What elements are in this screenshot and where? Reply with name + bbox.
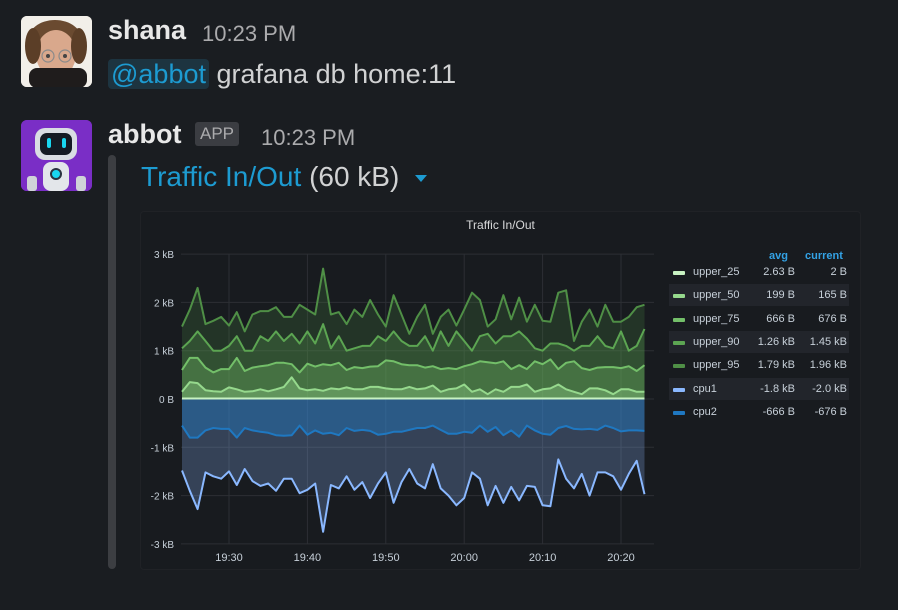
svg-text:1 kB: 1 kB	[154, 347, 174, 358]
series-current: 1.96 kB	[809, 359, 847, 372]
series-name[interactable]: cpu2	[693, 405, 717, 418]
series-color-swatch	[673, 317, 685, 322]
author-name[interactable]: abbot	[108, 119, 182, 149]
attachment-size: (60 kB)	[309, 161, 400, 192]
series-current: 2 B	[830, 266, 847, 278]
traffic-chart: 3 kB 2 kB 1 kB 0 B -1 kB -2 kB -3 kB 19:30 19:40…	[151, 250, 654, 564]
avatar-shana[interactable]	[21, 16, 92, 87]
attachment-link[interactable]: Traffic In/Out	[141, 161, 302, 192]
legend-header-current[interactable]: current	[805, 250, 843, 262]
series-name[interactable]: upper_95	[693, 359, 740, 372]
message-timestamp[interactable]: 10:23 PM	[202, 21, 297, 46]
avatar-abbot[interactable]	[21, 120, 92, 191]
attachment-bar	[108, 155, 116, 569]
series-name[interactable]: cpu1	[693, 382, 717, 395]
svg-text:2 kB: 2 kB	[154, 298, 174, 309]
series-color-swatch	[673, 271, 685, 275]
series-avg: 2.63 B	[763, 266, 795, 278]
legend-row-cpu2[interactable]: cpu2 -666 B -676 B	[669, 401, 849, 423]
series-name[interactable]: upper_90	[693, 335, 740, 348]
caret-down-icon[interactable]	[415, 175, 428, 183]
robot-icon	[21, 120, 92, 191]
attachment-title: Traffic In/Out (60 kB)	[141, 161, 428, 193]
series-name[interactable]: upper_75	[693, 312, 740, 325]
message-text: @abbot grafana db home:11	[108, 59, 456, 90]
series-avg: 199 B	[766, 289, 795, 302]
series-current: -676 B	[814, 405, 847, 418]
legend-row-upper_75[interactable]: upper_75 666 B 676 B	[669, 308, 849, 330]
series-current: -2.0 kB	[812, 382, 847, 395]
series-current: 676 B	[818, 312, 847, 325]
svg-text:-2 kB: -2 kB	[151, 492, 175, 503]
series-color-swatch	[673, 340, 685, 345]
series-avg: -1.8 kB	[760, 382, 795, 395]
legend-row-upper_90[interactable]: upper_90 1.26 kB 1.45 kB	[669, 330, 849, 353]
message-timestamp[interactable]: 10:23 PM	[261, 125, 356, 150]
series-avg: 1.26 kB	[757, 335, 795, 348]
mention-abbot[interactable]: @abbot	[108, 59, 209, 89]
series-name[interactable]: upper_25	[693, 266, 740, 278]
svg-text:0 B: 0 B	[159, 395, 174, 406]
legend-row-upper_50[interactable]: upper_50 199 B 165 B	[669, 284, 849, 307]
legend-row-upper_95[interactable]: upper_95 1.79 kB 1.96 kB	[669, 354, 849, 376]
legend-row-upper_25[interactable]: upper_25 2.63 B 2 B	[669, 261, 849, 283]
svg-text:19:50: 19:50	[372, 552, 400, 564]
series-color-swatch	[673, 294, 685, 299]
svg-text:20:20: 20:20	[607, 552, 635, 564]
series-avg: -666 B	[762, 405, 795, 418]
app-badge: APP	[195, 122, 240, 146]
grafana-panel[interactable]: Traffic In/Out 3 kB 2 kB 1 kB 0 B -1 kB -2 kB…	[140, 211, 861, 570]
svg-text:20:10: 20:10	[529, 552, 557, 564]
series-current: 1.45 kB	[809, 335, 847, 348]
message-body: grafana db home:11	[216, 59, 457, 89]
svg-text:-1 kB: -1 kB	[151, 443, 175, 454]
panel-title: Traffic In/Out	[466, 218, 535, 232]
legend-header-avg[interactable]: avg	[769, 250, 788, 262]
svg-text:19:40: 19:40	[294, 552, 322, 564]
svg-text:3 kB: 3 kB	[154, 250, 174, 261]
series-color-swatch	[673, 387, 685, 392]
user-photo-icon	[21, 16, 92, 87]
series-avg: 1.79 kB	[757, 359, 795, 372]
series-current: 165 B	[818, 289, 847, 302]
series-name[interactable]: upper_50	[693, 289, 740, 302]
svg-text:19:30: 19:30	[215, 552, 243, 564]
series-color-swatch	[673, 364, 685, 369]
series-avg: 666 B	[766, 312, 795, 325]
svg-text:-3 kB: -3 kB	[151, 540, 175, 551]
svg-text:20:00: 20:00	[450, 552, 478, 564]
series-color-swatch	[673, 410, 685, 415]
author-name[interactable]: shana	[108, 15, 187, 45]
legend-row-cpu1[interactable]: cpu1 -1.8 kB -2.0 kB	[669, 377, 849, 400]
